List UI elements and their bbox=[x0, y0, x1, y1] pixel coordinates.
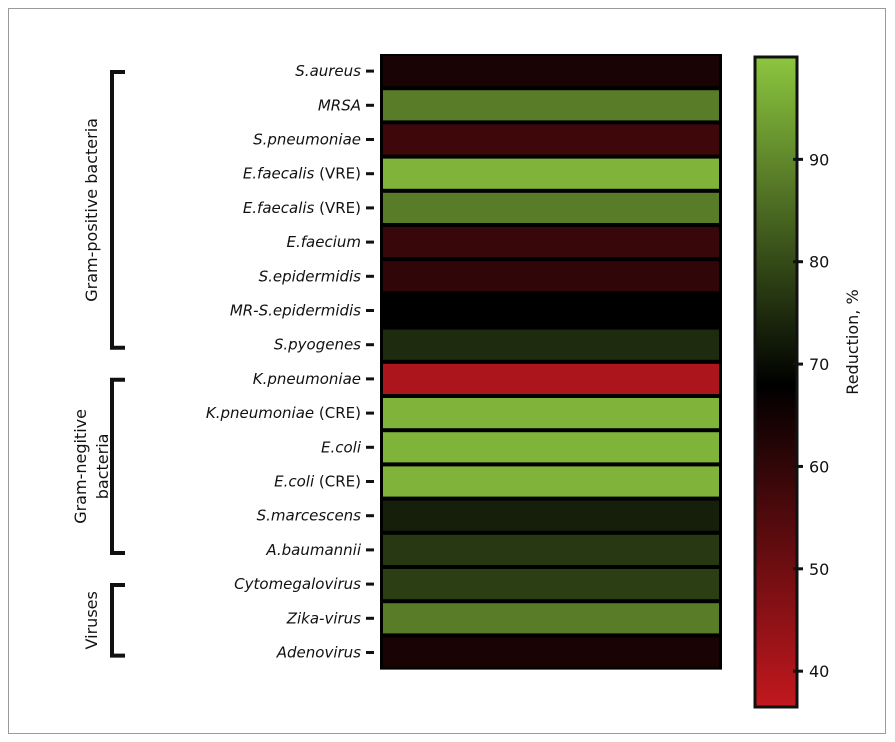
heatmap-cell bbox=[383, 329, 719, 360]
colorbar-label: Reduction, % bbox=[843, 289, 862, 394]
heatmap-cell bbox=[383, 56, 719, 87]
row-label: MRSA bbox=[318, 96, 361, 114]
colorbar-tick-label: 70 bbox=[809, 355, 829, 374]
row-label: Cytomegalovirus bbox=[234, 575, 361, 593]
group-label: Gram-negitive bbox=[71, 409, 90, 524]
heatmap-cell bbox=[383, 227, 719, 258]
heatmap-background bbox=[380, 54, 722, 670]
heatmap-cell bbox=[383, 90, 719, 121]
row-label: E.coli (CRE) bbox=[274, 473, 361, 491]
heatmap-cell bbox=[383, 192, 719, 223]
colorbar-tick-label: 40 bbox=[809, 662, 829, 681]
row-label: E.faecium bbox=[287, 233, 361, 251]
row-label: K.pneumoniae bbox=[253, 370, 361, 388]
heatmap-cell bbox=[383, 569, 719, 600]
heatmap-cell bbox=[383, 500, 719, 531]
row-label: E.faecalis (VRE) bbox=[243, 199, 361, 217]
group-brackets: Gram-positive bacteria Gram-negitive bacte… bbox=[71, 70, 125, 658]
group-label: bacteria bbox=[93, 434, 112, 500]
group-label: Viruses bbox=[82, 591, 101, 649]
heatmap-cell bbox=[383, 398, 719, 429]
row-label: Zika-virus bbox=[286, 609, 361, 627]
row-label: A.baumannii bbox=[265, 541, 362, 559]
colorbar-tick-label: 60 bbox=[809, 457, 829, 476]
colorbar-tick-label: 50 bbox=[809, 560, 829, 579]
heatmap-cell bbox=[383, 261, 719, 292]
heatmap-cell bbox=[383, 466, 719, 497]
row-label: E.coli bbox=[321, 438, 362, 456]
heatmap-cell bbox=[383, 363, 719, 394]
row-label: Adenovirus bbox=[276, 644, 361, 662]
row-label: E.faecalis (VRE) bbox=[243, 165, 361, 183]
colorbar-tick-label: 80 bbox=[809, 253, 829, 272]
heatmap-cell bbox=[383, 534, 719, 565]
colorbar bbox=[753, 55, 799, 709]
heatmap-cell bbox=[383, 124, 719, 155]
row-label: MR-S.epidermidis bbox=[230, 302, 361, 320]
row-label: K.pneumoniae (CRE) bbox=[206, 404, 361, 422]
row-label: S.epidermidis bbox=[259, 267, 362, 285]
heatmap-cells bbox=[383, 56, 719, 668]
colorbar-ticks: 40 50 60 70 80 90 bbox=[793, 150, 829, 681]
heatmap-cell bbox=[383, 603, 719, 634]
heatmap-cell bbox=[383, 158, 719, 189]
row-label: S.pneumoniae bbox=[253, 131, 361, 149]
heatmap-cell bbox=[383, 295, 719, 326]
group-bracket bbox=[110, 583, 125, 658]
heatmap-cell bbox=[383, 432, 719, 463]
heatmap-cell bbox=[383, 637, 719, 668]
group-bracket bbox=[110, 70, 125, 350]
group-label: Gram-positive bacteria bbox=[82, 118, 101, 302]
row-label: S.aureus bbox=[295, 62, 361, 80]
group-bracket bbox=[110, 377, 125, 555]
row-labels: S.aureus MRSA S.pneumoniae E.faecalis (VRE)… bbox=[206, 62, 374, 662]
row-label: S.pyogenes bbox=[274, 336, 361, 354]
row-label: S.marcescens bbox=[257, 507, 362, 525]
colorbar-tick-label: 90 bbox=[809, 150, 829, 169]
